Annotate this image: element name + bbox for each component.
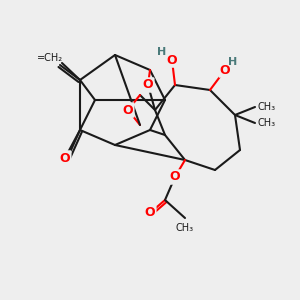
Text: O: O — [145, 206, 155, 220]
Text: H: H — [228, 57, 238, 67]
Text: CH₃: CH₃ — [176, 223, 194, 233]
Text: O: O — [170, 170, 180, 184]
Text: O: O — [60, 152, 70, 164]
Text: O: O — [167, 53, 177, 67]
Text: CH₃: CH₃ — [258, 118, 276, 128]
Text: CH₃: CH₃ — [258, 102, 276, 112]
Text: =CH₂: =CH₂ — [37, 53, 63, 63]
Text: O: O — [143, 79, 153, 92]
Text: H: H — [158, 47, 166, 57]
Text: O: O — [123, 103, 133, 116]
Text: O: O — [220, 64, 230, 76]
